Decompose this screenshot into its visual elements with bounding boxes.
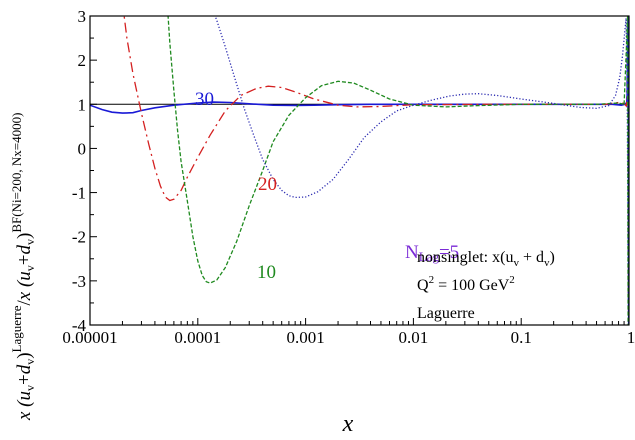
- x-tick-label: 0.001: [286, 328, 324, 347]
- y-axis-ticks: 3 2 1 0 -1 -2 -3 -4: [72, 7, 97, 335]
- y-tick-label: -3: [72, 272, 86, 291]
- plot-frame: [89, 15, 630, 326]
- svg-text:Q2 = 100 GeV2: Q2 = 100 GeV2: [417, 274, 515, 294]
- svg-text:nonsinglet: x(uv + dv): nonsinglet: x(uv + dv): [417, 249, 555, 269]
- series-label-30: 30: [195, 89, 214, 110]
- x-tick-label: 0.00001: [62, 328, 117, 347]
- y-tick-label: -2: [72, 228, 86, 247]
- x-tick-label: 0.01: [399, 328, 429, 347]
- series-label-nlag5: NLag=5: [405, 242, 459, 264]
- x-axis-ticks: 0.00001 0.0001 0.001 0.01 0.1 1: [62, 318, 635, 347]
- x-tick-label: 0.1: [511, 328, 532, 347]
- y-axis-label: x (uv+dv)Laguerre/x (uv+dv)BF(Ni=200, Nx…: [9, 113, 37, 421]
- svg-text:Laguerre: Laguerre: [417, 305, 475, 322]
- x-tick-label: 1: [627, 328, 635, 347]
- annotation-text: nonsinglet: x(uv + dv) Q2 = 100 GeV2 Lag…: [417, 249, 555, 322]
- series-line-20: [123, 16, 628, 202]
- series-group: [90, 16, 629, 325]
- y-tick-label: 3: [78, 7, 87, 26]
- y-tick-label: 0: [78, 139, 87, 158]
- y-tick-label: -4: [72, 316, 87, 335]
- edge-spike-2: [623, 16, 629, 325]
- series-label-20: 20: [258, 174, 277, 195]
- y-tick-label: -1: [72, 184, 86, 203]
- series-label-10: 10: [257, 262, 276, 283]
- series-line-10: [167, 16, 625, 284]
- x-axis-label: x: [342, 411, 354, 437]
- y-tick-label: 1: [78, 95, 87, 114]
- y-tick-label: 2: [78, 51, 87, 70]
- x-tick-label: 0.0001: [174, 328, 221, 347]
